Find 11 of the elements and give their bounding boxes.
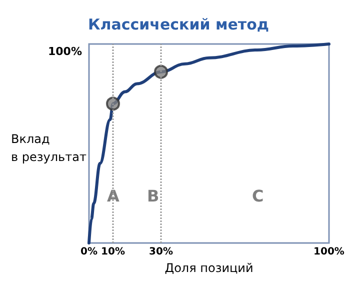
annotation: B xyxy=(147,186,160,206)
chart-title: Классический метод xyxy=(88,16,269,34)
x-tick-label: 30% xyxy=(149,246,173,258)
x-tick-label: 0% xyxy=(80,246,98,258)
x-tick-label: 10% xyxy=(101,246,125,258)
x-axis-title: Доля позиций xyxy=(164,260,254,275)
text: 100% xyxy=(48,45,82,58)
annotation: A xyxy=(107,186,120,206)
x-tick-label: 100% xyxy=(314,246,344,258)
y-axis-title: Вклад в результат xyxy=(11,132,86,164)
annotation: C xyxy=(252,186,264,206)
